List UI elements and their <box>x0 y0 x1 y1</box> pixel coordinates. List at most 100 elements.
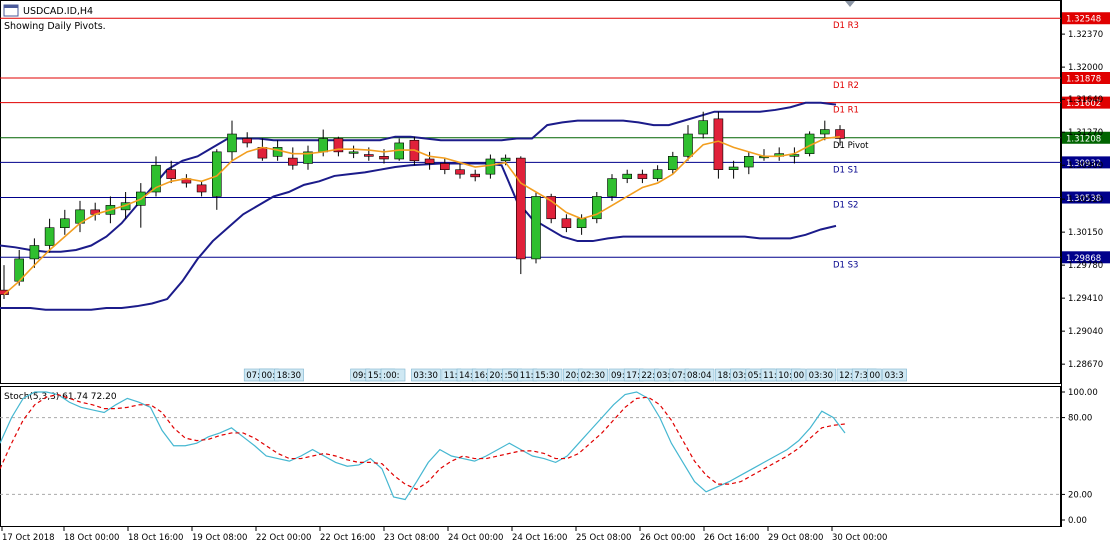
candle-down <box>166 169 176 179</box>
candle-up <box>44 227 55 246</box>
candle-down <box>287 157 298 166</box>
time-tick-label: 18 Oct 16:00 <box>128 533 183 543</box>
indicator-label: Stoch(5,3,3) 61.74 72.20 <box>4 392 117 402</box>
candle-down <box>0 289 9 295</box>
time-marker-label: 07:30 <box>246 371 271 381</box>
time-tick-label: 18 Oct 00:00 <box>64 533 119 543</box>
candle-down <box>561 218 572 228</box>
time-marker-label: :50 <box>505 371 519 381</box>
time-marker-label: 03:30 <box>809 371 834 381</box>
time-axis: 17 Oct 2018 18 Oct 00:00 18 Oct 16:00 19 Oc… <box>1 527 887 543</box>
candle-up <box>500 157 511 162</box>
pivot-price-tag <box>1062 131 1110 144</box>
price-tick-label: 1.30520 <box>1068 195 1103 205</box>
candle-up <box>683 133 693 157</box>
pivot-price-tag <box>1062 96 1110 109</box>
pivot-label: D1 S2 <box>833 201 858 211</box>
time-marker-box <box>882 368 907 382</box>
time-marker-label: 09: <box>353 371 367 381</box>
bollinger-lower-line <box>0 162 837 311</box>
time-marker-label: 09:45 <box>611 371 636 381</box>
stoch-tick-label: 100.00 <box>1068 388 1098 398</box>
candle-down <box>424 158 435 164</box>
pivot-levels: D1 R3 1.32548 D1 R2 1.31878 D1 R1 1.31602 D1 P… <box>0 12 1110 270</box>
price-tick-label: 1.32000 <box>1068 63 1103 73</box>
time-tick-label: 26 Oct 00:00 <box>640 533 695 543</box>
time-marker-box <box>806 368 836 382</box>
stochastic-axis: 100.00 80.00 20.00 0.00 <box>1061 388 1098 526</box>
candle-up <box>531 196 541 260</box>
candles <box>0 111 845 300</box>
time-marker-label: 20:00 <box>489 371 514 381</box>
time-marker-label: 7:30 <box>854 371 873 381</box>
time-marker-label: 18:30 <box>717 371 742 381</box>
candle-down <box>470 173 481 178</box>
pivot-note: Showing Daily Pivots. <box>4 21 106 32</box>
stochastic <box>0 391 1061 501</box>
candle-up <box>576 218 587 228</box>
candle-up <box>318 138 329 153</box>
time-marker-label: :00: <box>383 371 400 381</box>
time-marker-label: 15:30 <box>535 371 560 381</box>
time-marker-label: 12:00 <box>839 371 864 381</box>
candle-up <box>227 133 237 153</box>
pivot-label: D1 R2 <box>833 81 859 91</box>
pivot-price-tag <box>1062 191 1110 204</box>
time-marker-box <box>532 368 563 382</box>
time-tick-label: 30 Oct 00:00 <box>832 533 887 543</box>
candle-up <box>652 169 663 179</box>
candle-up <box>348 151 359 154</box>
time-tick-label: 19 Oct 08:00 <box>192 533 247 543</box>
time-marker-label: 10:3 <box>778 371 797 381</box>
candle-down <box>835 129 845 139</box>
time-marker-label: 15:30 <box>368 371 393 381</box>
price-tick-label: 1.29040 <box>1068 327 1103 337</box>
shift-marker-icon[interactable] <box>845 1 855 7</box>
pivot-label: D1 Pivot <box>833 141 869 151</box>
stoch-d-line <box>0 393 846 490</box>
pivot-price-value: 1.31878 <box>1066 75 1101 85</box>
pivot-price-value: 1.29868 <box>1066 254 1101 264</box>
time-tick-label: 22 Oct 00:00 <box>256 533 311 543</box>
time-marker-label: 05:10 <box>748 371 773 381</box>
moving-average <box>3 135 841 296</box>
time-marker-label: 20: <box>565 371 579 381</box>
pivot-price-tag <box>1062 72 1110 84</box>
price-tick-label: 1.31270 <box>1068 128 1103 138</box>
candle-down <box>439 163 450 170</box>
time-marker-label: 03:3 <box>885 371 904 381</box>
price-tick-label: 1.28670 <box>1068 360 1103 370</box>
candle-down <box>713 118 724 170</box>
time-marker-label: 00 <box>869 371 880 381</box>
time-marker-label: 11: <box>520 371 534 381</box>
time-tick-label: 23 Oct 08:00 <box>384 533 439 543</box>
time-marker-box <box>684 368 715 382</box>
time-marker-label: 03:30 <box>413 371 438 381</box>
stoch-tick-label: 0.00 <box>1068 516 1087 526</box>
candle-up <box>819 129 830 135</box>
candle-down <box>546 196 557 220</box>
symbol-title: USDCAD.ID,H4 <box>23 6 93 17</box>
candle-up <box>622 173 633 179</box>
candle-up <box>212 151 222 197</box>
ma-line <box>3 135 841 296</box>
time-marker-label: 00: <box>261 371 275 381</box>
pivot-price-value: 1.31208 <box>1066 134 1101 144</box>
candle-up <box>667 156 678 170</box>
time-marker-label: 03: <box>657 371 671 381</box>
price-tick-label: 1.29410 <box>1068 294 1103 304</box>
indicator-panel-frame <box>0 386 1061 527</box>
pivot-price-value: 1.31602 <box>1066 99 1101 109</box>
price-tick-label: 1.30150 <box>1068 228 1103 238</box>
time-marker-label: 18:30 <box>277 371 302 381</box>
price-tick-label: 1.31640 <box>1068 95 1103 105</box>
window-icon[interactable] <box>3 4 19 17</box>
pivot-label: D1 R3 <box>833 21 859 31</box>
time-marker-label: 08:04 <box>687 371 712 381</box>
time-tick-label: 26 Oct 16:00 <box>704 533 759 543</box>
time-marker-label: 16: <box>474 371 488 381</box>
candle-up <box>591 196 602 220</box>
time-tick-label: 29 Oct 08:00 <box>768 533 823 543</box>
time-marker-label: 17: <box>626 371 640 381</box>
